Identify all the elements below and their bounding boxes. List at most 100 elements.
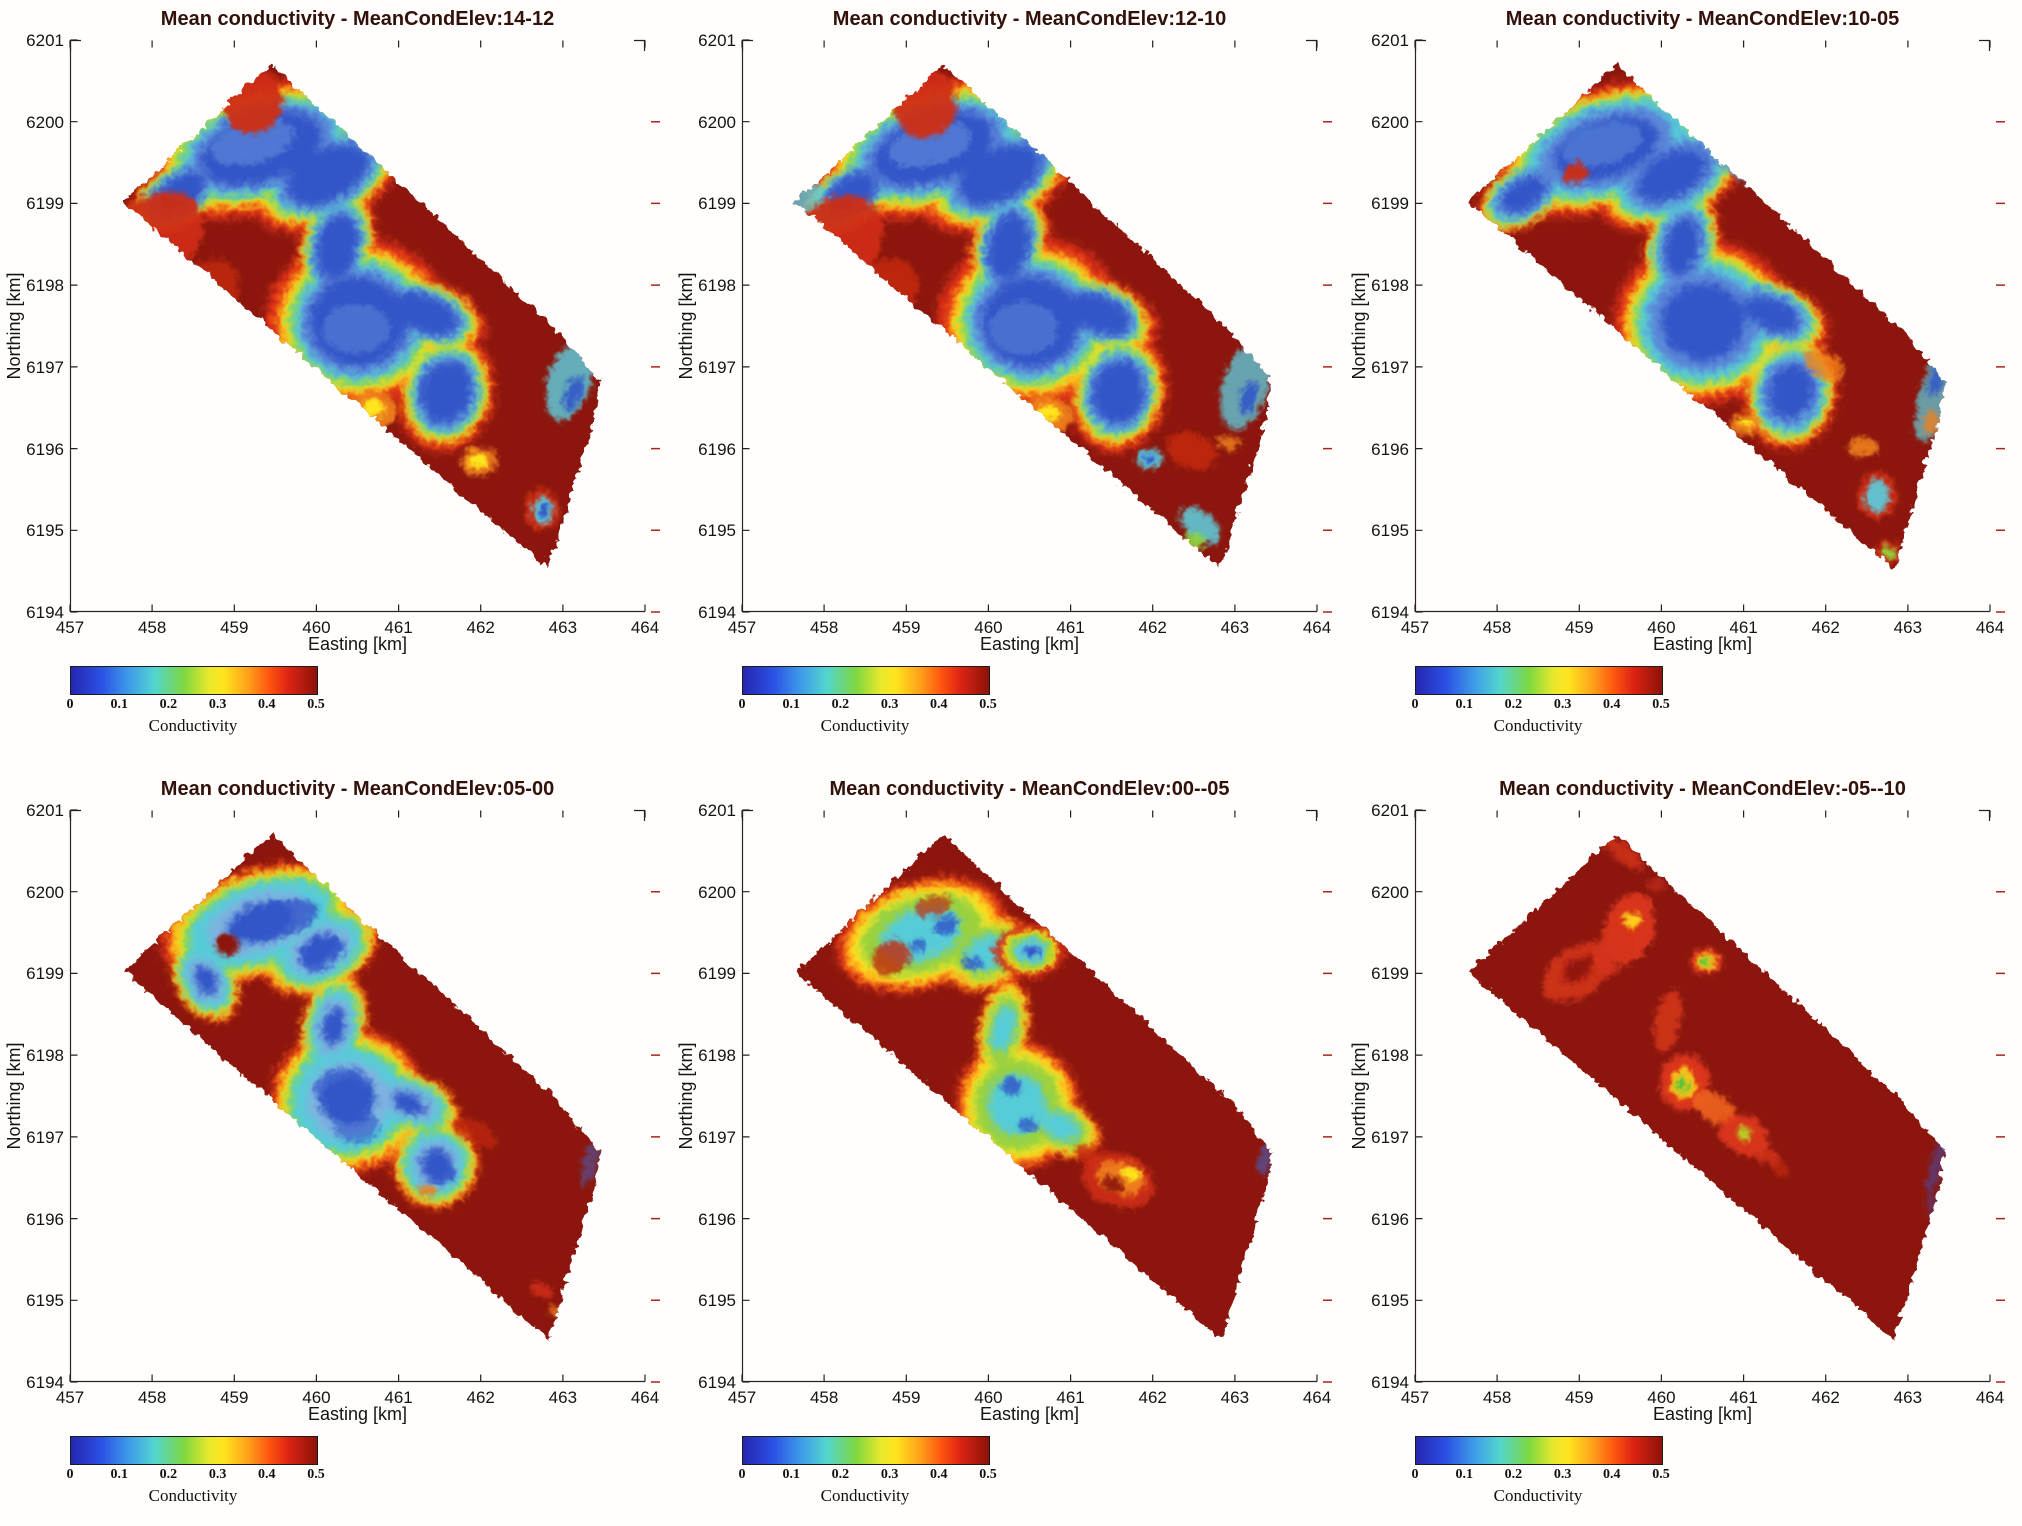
x-tick-label: 460 — [1647, 1388, 1676, 1407]
y-tick-label: 6196 — [1371, 1209, 1409, 1229]
x-tick-label: 459 — [1565, 618, 1594, 637]
y-tick-label: 6199 — [698, 964, 736, 984]
y-tick-label: 6200 — [1371, 882, 1409, 902]
panel-title: Mean conductivity - MeanCondElev:00--05 — [829, 778, 1230, 800]
y-tick-label: 6196 — [26, 1209, 64, 1229]
colorbar-tick-label: 0.1 — [110, 1467, 128, 1482]
colorbar — [742, 1436, 990, 1465]
map-plot — [69, 809, 670, 1383]
y-tick-label: 6197 — [1371, 357, 1409, 377]
panel-meancond-12-10: Mean conductivity - MeanCondElev:12-10 N… — [672, 0, 1346, 756]
y-axis-label: Northing [km] — [4, 1042, 24, 1150]
panel-meancond--05--10: Mean conductivity - MeanCondElev:-05--10… — [1345, 770, 2019, 1526]
colorbar-tick-label: 0.5 — [1652, 1467, 1670, 1482]
x-tick-label: 457 — [727, 1388, 757, 1407]
panel-title: Mean conductivity - MeanCondElev:10-05 — [1505, 8, 1900, 30]
y-tick-label: 6194 — [1371, 1373, 1409, 1392]
colorbar-tick-label: 0.5 — [307, 1467, 325, 1482]
colorbar-tick-label: 0.3 — [880, 1467, 899, 1482]
x-tick-label: 458 — [1482, 618, 1512, 637]
colorbar-tick-label: 0 — [738, 1467, 746, 1482]
x-tick-label: 461 — [1056, 618, 1085, 637]
colorbar-tick-label: 0.2 — [1504, 1467, 1523, 1482]
colorbar-tick-label: 0.4 — [930, 697, 948, 712]
y-tick-label: 6198 — [698, 276, 736, 296]
panel-meancond-10-05: Mean conductivity - MeanCondElev:10-05 N… — [1345, 0, 2019, 756]
y-tick-label: 6197 — [698, 1127, 736, 1147]
y-axis-label: Northing [km] — [676, 272, 696, 380]
colorbar-tick-label: 0 — [738, 697, 746, 712]
x-tick-label: 459 — [892, 1388, 921, 1407]
x-tick-label: 462 — [1138, 618, 1167, 637]
y-tick-label: 6201 — [1371, 801, 1409, 820]
y-tick-label: 6198 — [26, 1046, 64, 1066]
x-axis-label: Easting [km] — [307, 634, 408, 654]
colorbar-tick-label: 0.4 — [258, 1467, 276, 1482]
y-tick-label: 6194 — [26, 603, 64, 622]
x-tick-label: 460 — [974, 618, 1003, 637]
colorbar-tick-label: 0.1 — [1455, 697, 1473, 712]
y-tick-label: 6194 — [698, 603, 736, 622]
colorbar-tick-label: 0.2 — [831, 697, 850, 712]
x-tick-label: 458 — [1482, 1388, 1512, 1407]
y-tick-label: 6201 — [698, 801, 736, 820]
y-tick-label: 6194 — [698, 1373, 736, 1392]
colorbar — [70, 666, 318, 695]
colorbar-tick-label: 0 — [66, 697, 74, 712]
x-tick-label: 462 — [466, 618, 495, 637]
x-tick-label: 464 — [630, 1388, 660, 1407]
y-tick-label: 6199 — [26, 194, 64, 214]
x-tick-label: 459 — [220, 618, 249, 637]
y-tick-label: 6196 — [698, 439, 736, 459]
x-tick-label: 458 — [809, 618, 839, 637]
x-tick-label: 458 — [809, 1388, 839, 1407]
y-axis-label: Northing [km] — [1349, 272, 1369, 380]
y-tick-label: 6200 — [698, 882, 736, 902]
colorbar — [70, 1436, 318, 1465]
y-tick-label: 6200 — [1371, 112, 1409, 132]
colorbar-label: Conductivity — [148, 716, 238, 735]
x-tick-label: 460 — [302, 1388, 331, 1407]
colorbar — [742, 666, 990, 695]
y-tick-label: 6195 — [1371, 521, 1409, 541]
x-tick-label: 462 — [1138, 1388, 1167, 1407]
colorbar — [1415, 666, 1663, 695]
x-tick-label: 464 — [1975, 618, 2005, 637]
colorbar-tick-label: 0.3 — [880, 697, 899, 712]
panel-meancond-05-00: Mean conductivity - MeanCondElev:05-00 N… — [0, 770, 674, 1526]
colorbar-tick-label: 0 — [66, 1467, 74, 1482]
panel-meancond-00--05: Mean conductivity - MeanCondElev:00--05 … — [672, 770, 1346, 1526]
y-tick-label: 6199 — [1371, 964, 1409, 984]
colorbar-tick-label: 0.2 — [159, 1467, 178, 1482]
y-tick-label: 6201 — [698, 31, 736, 50]
panel-title: Mean conductivity - MeanCondElev:12-10 — [832, 8, 1227, 30]
y-tick-label: 6196 — [26, 439, 64, 459]
colorbar-tick-label: 0 — [1411, 697, 1419, 712]
x-tick-label: 457 — [55, 1388, 85, 1407]
y-tick-label: 6201 — [26, 31, 64, 50]
x-tick-label: 460 — [974, 1388, 1003, 1407]
colorbar-tick-label: 0.4 — [1603, 697, 1621, 712]
x-tick-label: 459 — [892, 618, 921, 637]
y-tick-label: 6198 — [698, 1046, 736, 1066]
colorbar-tick-label: 0.5 — [1652, 697, 1670, 712]
x-tick-label: 462 — [1811, 618, 1840, 637]
y-tick-label: 6199 — [698, 194, 736, 214]
x-tick-label: 457 — [1400, 1388, 1430, 1407]
map-plot — [1414, 809, 2015, 1383]
y-tick-label: 6199 — [26, 964, 64, 984]
x-tick-label: 464 — [630, 618, 660, 637]
y-tick-label: 6195 — [698, 521, 736, 541]
x-axis-label: Easting [km] — [307, 1404, 408, 1424]
x-axis-label: Easting [km] — [1652, 634, 1753, 654]
colorbar-tick-label: 0.1 — [1455, 1467, 1473, 1482]
colorbar-tick-label: 0.2 — [159, 697, 178, 712]
colorbar-tick-label: 0.4 — [930, 1467, 948, 1482]
y-tick-label: 6194 — [26, 1373, 64, 1392]
y-tick-label: 6195 — [698, 1291, 736, 1311]
y-tick-label: 6201 — [26, 801, 64, 820]
panel-meancond-14-12: Mean conductivity - MeanCondElev:14-12 N… — [0, 0, 674, 756]
y-tick-label: 6196 — [1371, 439, 1409, 459]
panel-title: Mean conductivity - MeanCondElev:05-00 — [160, 778, 555, 800]
x-tick-label: 463 — [1893, 1388, 1923, 1407]
